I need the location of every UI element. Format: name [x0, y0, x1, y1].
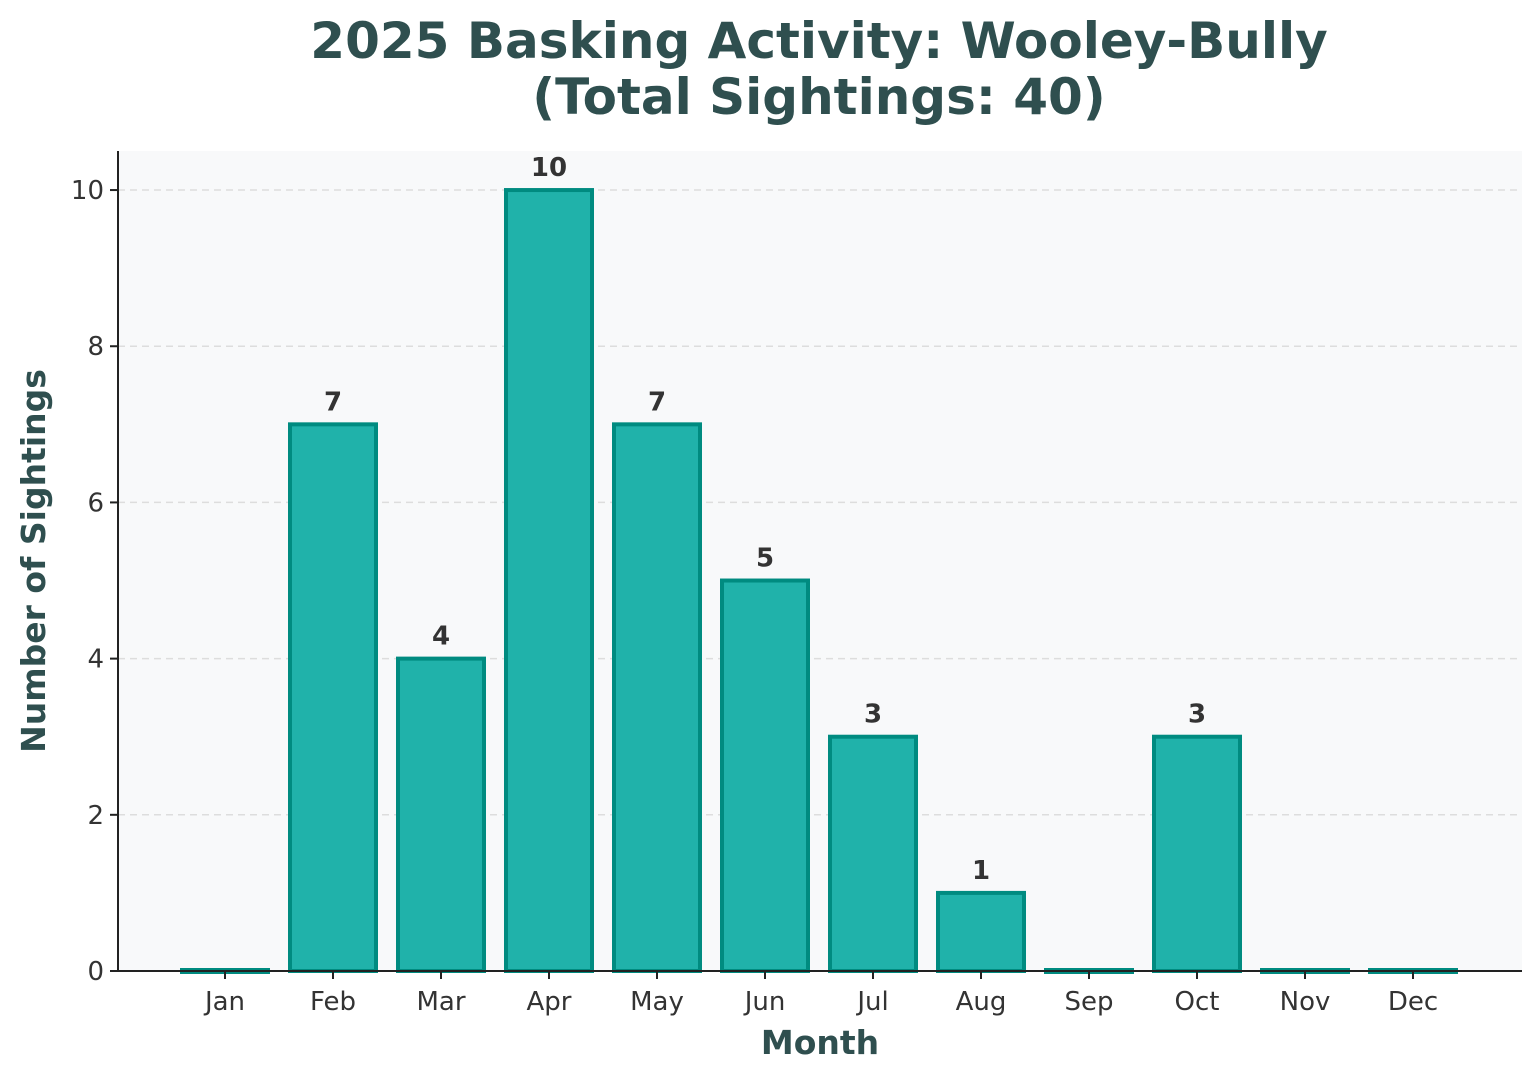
- bar-oct: [1152, 734, 1242, 974]
- x-axis-title: Month: [761, 1023, 879, 1062]
- bar-mar: [396, 656, 486, 973]
- y-tick-label: 2: [87, 801, 104, 831]
- x-tick-label: Jun: [743, 987, 786, 1017]
- x-tick-label: Sep: [1064, 987, 1113, 1017]
- bar-jun: [720, 578, 810, 973]
- bar-value-label: 7: [648, 387, 666, 417]
- bar-may: [612, 422, 702, 974]
- x-tick-label: Jan: [203, 987, 245, 1017]
- bar-value-label: 1: [972, 856, 990, 886]
- x-tick-label: Aug: [956, 987, 1007, 1017]
- y-axis-ticks: 0 2 4 6 8 10: [71, 176, 118, 987]
- x-tick-label: Mar: [416, 987, 465, 1017]
- bar-value-label: 3: [1188, 700, 1206, 730]
- bar-value-label: 5: [756, 544, 774, 574]
- chart-title-line-2: (Total Sightings: 40): [532, 68, 1105, 126]
- bar-value-label: 7: [324, 387, 342, 417]
- y-tick-label: 10: [71, 176, 104, 206]
- x-tick-label: Oct: [1175, 987, 1220, 1017]
- y-tick-label: 4: [87, 645, 104, 675]
- bar-feb: [288, 422, 378, 974]
- x-axis-ticks: Jan Feb Mar Apr May Jun Jul Aug Sep Oct Nov Dec: [203, 971, 1438, 1017]
- x-tick-label: Dec: [1388, 987, 1438, 1017]
- bar-value-label: 3: [864, 700, 882, 730]
- bar-value-label: 4: [432, 622, 450, 652]
- y-tick-label: 0: [87, 957, 104, 987]
- chart-title-line-1: 2025 Basking Activity: Wooley-Bully: [310, 12, 1327, 70]
- y-tick-label: 6: [87, 488, 104, 518]
- y-axis-title: Number of Sightings: [14, 369, 53, 753]
- bars: [180, 188, 1458, 974]
- y-tick-label: 8: [87, 332, 104, 362]
- bar-aug: [936, 890, 1026, 974]
- x-tick-label: Apr: [527, 987, 572, 1017]
- bar-value-label: 10: [531, 153, 567, 183]
- x-tick-label: Feb: [310, 987, 356, 1017]
- bar-value-labels: 7 4 10 7 5 3 1 3: [324, 153, 1206, 886]
- x-tick-label: May: [630, 987, 684, 1017]
- bar-jul: [828, 734, 918, 974]
- x-tick-label: Nov: [1280, 987, 1331, 1017]
- bar-apr: [504, 188, 594, 974]
- x-tick-label: Jul: [855, 987, 888, 1017]
